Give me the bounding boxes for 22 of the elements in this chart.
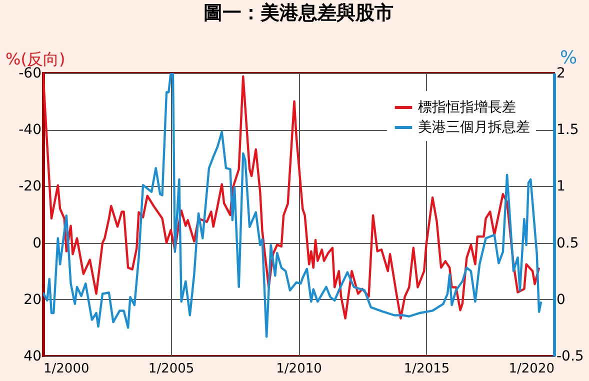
x-tick-label: 1/2015	[404, 362, 450, 376]
chart-title: 圖一：美港息差與股市	[204, 2, 394, 24]
y2-tick-label: 1	[556, 178, 566, 195]
legend-label: 美港三個月拆息差	[418, 120, 530, 136]
legend-label: 標指恒指增長差	[418, 100, 516, 116]
y2-tick-label: 0	[556, 292, 566, 308]
y2-tick-label: 1.5	[556, 122, 579, 138]
x-tick-label: 1/2000	[44, 362, 90, 376]
x-tick-label: 1/2010	[276, 362, 322, 376]
y-tick-label: 0	[32, 235, 42, 252]
y-tick-label: 40	[24, 348, 42, 364]
y-tick-label: 20	[24, 292, 42, 308]
y2-tick-label: -0.5	[556, 348, 584, 364]
y-tick-label: -20	[18, 178, 42, 195]
y-axis-title: %(反向)	[6, 50, 66, 68]
x-tick-label: 1/2005	[148, 362, 194, 376]
y2-axis-title: %	[560, 48, 578, 68]
y2-tick-label: 0.5	[556, 235, 579, 252]
y-tick-label: -60	[18, 66, 42, 82]
x-tick-label: 1/2020	[508, 362, 554, 376]
y-tick-label: -40	[18, 122, 42, 138]
y2-tick-label: 2	[556, 66, 566, 82]
